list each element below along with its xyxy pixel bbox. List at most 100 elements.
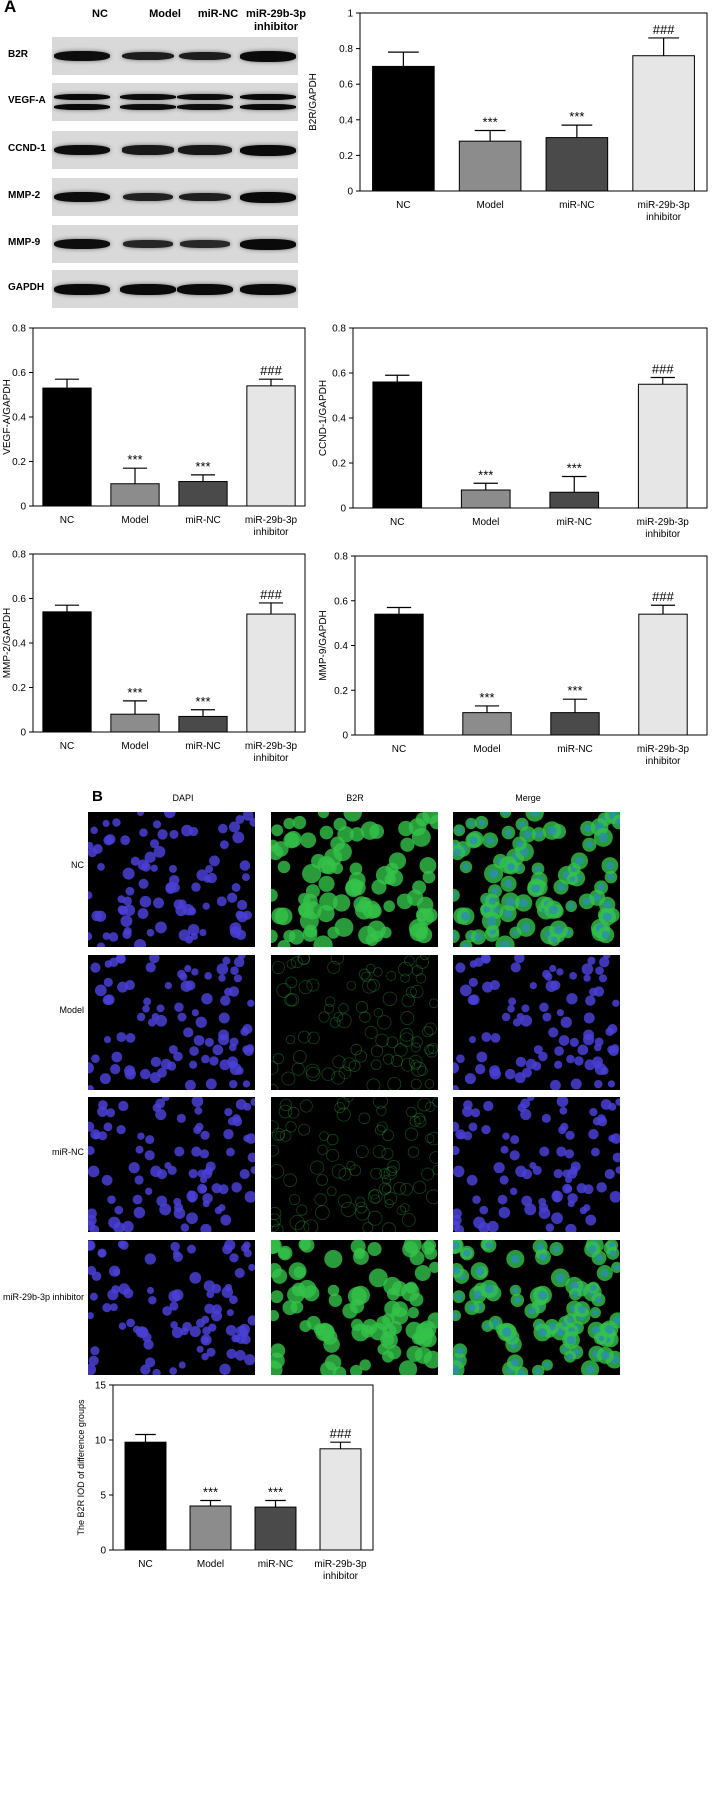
nucleus [499, 1175, 509, 1185]
b2r-cell [271, 961, 285, 975]
wb-band [122, 192, 174, 202]
bar [178, 481, 228, 507]
nucleus [483, 906, 491, 913]
nucleus [187, 1244, 196, 1254]
nucleus [542, 1012, 552, 1022]
b2r-cell [388, 852, 407, 870]
nucleus [137, 908, 149, 919]
nucleus [226, 1147, 235, 1157]
nucleus [135, 1145, 144, 1154]
nucleus [609, 1190, 620, 1203]
b2r-cell [306, 978, 320, 992]
nucleus [212, 1304, 222, 1315]
b2r-cell [299, 911, 319, 931]
nucleus [134, 1175, 144, 1185]
b2r-cell [400, 1011, 415, 1026]
nucleus [453, 1085, 459, 1090]
x-tick-label: inhibitor [645, 756, 681, 767]
nucleus [139, 828, 148, 837]
nucleus [200, 1176, 208, 1184]
nucleus [201, 1315, 210, 1324]
b2r-cell [409, 1250, 425, 1266]
nucleus [615, 1098, 620, 1106]
bar [246, 613, 296, 733]
nucleus [88, 1240, 96, 1251]
nucleus [541, 1113, 551, 1123]
nucleus [538, 1051, 548, 1062]
b2r-cell [396, 893, 413, 910]
nucleus [235, 814, 245, 824]
nucleus [562, 1183, 573, 1194]
nucleus [474, 933, 483, 941]
nucleus [178, 1361, 186, 1369]
nucleus [570, 1078, 582, 1090]
nucleus [583, 1204, 591, 1212]
merge-image [453, 812, 620, 947]
b2r-cell [407, 1306, 419, 1319]
nucleus [108, 932, 119, 942]
wb-label: MMP-2 [8, 190, 41, 201]
nucleus [567, 1168, 578, 1179]
nucleus [521, 1169, 533, 1180]
plot-frame [112, 1384, 374, 1551]
nucleus [225, 1324, 237, 1336]
b2r-cell [370, 1059, 382, 1071]
significance-label: ### [653, 22, 675, 37]
b2r-cell [362, 978, 377, 994]
nucleus [182, 903, 195, 916]
y-tick-label: 0.2 [12, 683, 26, 694]
nucleus [234, 1350, 246, 1361]
y-tick-label: 0 [340, 504, 346, 515]
nucleus [453, 1062, 459, 1074]
nucleus [537, 1328, 547, 1337]
nucleus [536, 1242, 544, 1251]
nucleus [545, 1223, 555, 1232]
nucleus [569, 1037, 579, 1047]
nucleus [615, 1166, 620, 1174]
b2r-cell [310, 1160, 325, 1175]
b2r-cell [425, 1044, 438, 1058]
b2r-cell [359, 1011, 371, 1023]
b2r-cell [271, 1083, 279, 1090]
b2r-cell [306, 1315, 321, 1330]
fl-header-dapi: DAPI [172, 793, 194, 803]
x-tick-label: inhibitor [253, 527, 289, 538]
nucleus [556, 1146, 567, 1157]
nucleus [88, 1220, 96, 1231]
nucleus [185, 935, 194, 944]
nucleus [539, 1002, 549, 1012]
nucleus [529, 1162, 537, 1170]
b2r-cell [343, 1097, 354, 1103]
nucleus [202, 1168, 213, 1179]
nucleus [453, 1241, 460, 1250]
nucleus [200, 1130, 210, 1140]
nucleus [224, 1107, 233, 1117]
b2r-image [271, 812, 438, 947]
nucleus [146, 928, 155, 937]
nucleus [137, 1132, 145, 1140]
y-tick-label: 0.4 [339, 115, 353, 126]
x-tick-label: Model [197, 1559, 224, 1570]
nucleus [161, 1097, 170, 1101]
nucleus [206, 1347, 216, 1357]
nucleus [164, 981, 172, 990]
b2r-cell [302, 864, 322, 884]
nucleus [610, 1044, 620, 1053]
x-tick-label: inhibitor [646, 212, 682, 223]
b2r-cell [405, 986, 417, 998]
significance-label: *** [203, 1485, 218, 1500]
wb-label: VEGF-A [8, 95, 46, 106]
nucleus [598, 832, 609, 843]
b2r-cell [381, 1184, 392, 1194]
nucleus [88, 1355, 99, 1366]
b2r-cell [271, 1164, 285, 1179]
fl-header-merge: Merge [515, 793, 541, 803]
nucleus [486, 836, 495, 845]
bar [372, 381, 423, 509]
bar [550, 712, 600, 736]
nucleus [569, 972, 578, 980]
nucleus [157, 829, 168, 840]
nucleus [151, 1013, 160, 1021]
b2r-cell [400, 1182, 413, 1196]
b2r-cell [412, 880, 427, 895]
